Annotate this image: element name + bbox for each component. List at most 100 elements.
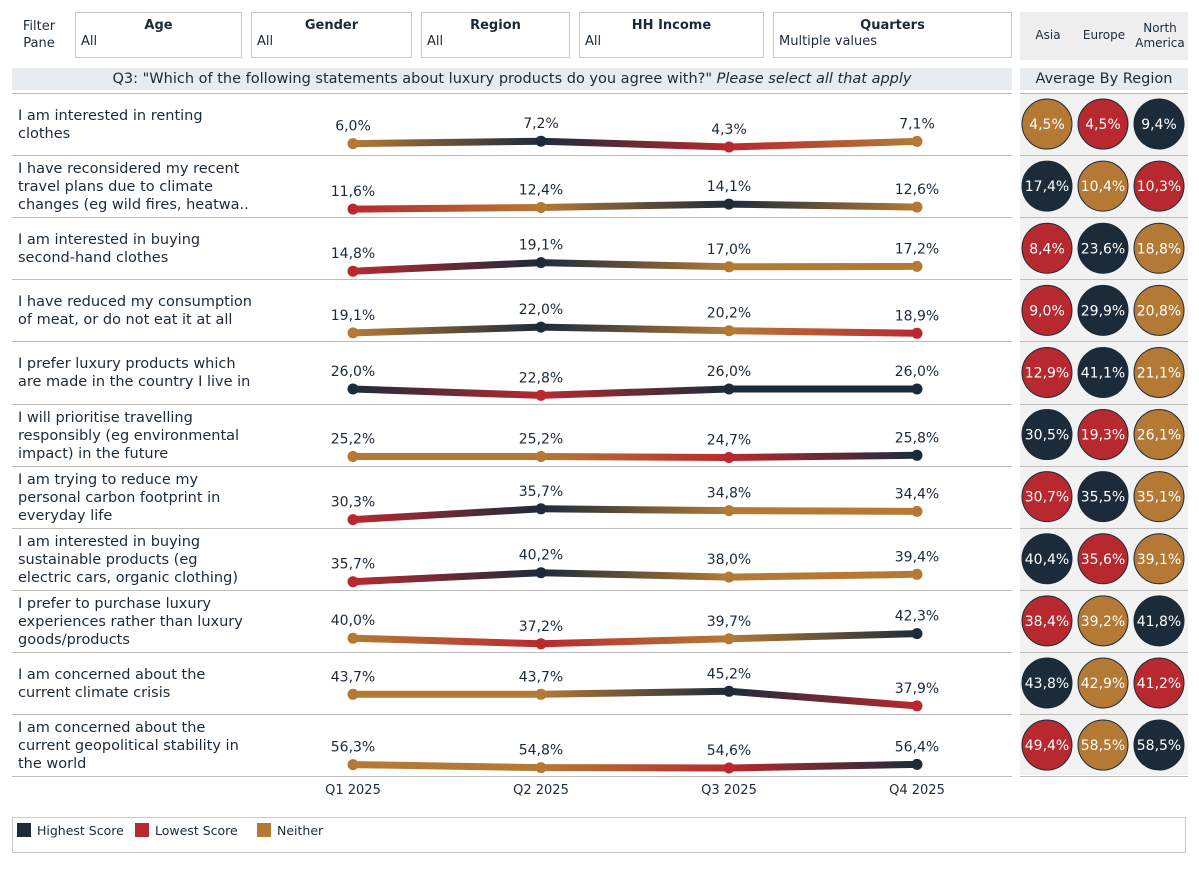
filter-region-value: All (427, 34, 444, 49)
region-average-label: 10,4% (1081, 179, 1125, 195)
region-average-bubble (1133, 471, 1185, 523)
series-line-segment (725, 327, 921, 337)
row-separator (1020, 404, 1188, 405)
data-point (347, 514, 359, 526)
row-separator (12, 217, 1012, 218)
series-group: 35,7% 40,2% 38,0% 39,4% (331, 548, 939, 588)
filter-age[interactable]: Age All (75, 12, 242, 58)
series-group: 19,1% 22,0% 20,2% 18,9% (331, 302, 939, 339)
region-average-label: 40,4% (1025, 552, 1069, 568)
region-average-label: 35,6% (1081, 552, 1125, 568)
series-line-segment (537, 635, 733, 648)
data-label: 6,0% (335, 119, 371, 135)
data-label: 37,9% (895, 681, 939, 697)
data-label: 56,3% (331, 740, 375, 756)
row-label-line: impact) in the future (18, 445, 169, 462)
region-average-label: 9,4% (1141, 117, 1177, 133)
region-average-label: 19,3% (1081, 428, 1125, 444)
region-average-label: 18,8% (1137, 241, 1181, 257)
row-separator (12, 466, 1012, 467)
row-label-line: goods/products (18, 631, 130, 648)
series-line-segment (537, 687, 733, 698)
row-separator (1020, 714, 1188, 715)
data-point (347, 138, 359, 150)
x-tick-label: Q2 2025 (513, 783, 569, 798)
data-point (347, 383, 359, 395)
filter-hh-income[interactable]: HH Income All (579, 12, 764, 58)
filter-gender[interactable]: Gender All (251, 12, 412, 58)
data-point (723, 762, 735, 774)
filter-hh-income-title: HH Income (631, 18, 712, 33)
series-line-segment (537, 200, 733, 211)
series-line-segment (725, 200, 921, 211)
row-separator (1020, 652, 1188, 653)
row-label-line: I am interested in buying (18, 232, 201, 249)
data-label: 17,0% (707, 242, 751, 258)
region-average-bubble (1021, 222, 1073, 274)
region-average-label: 20,8% (1137, 303, 1181, 319)
row-separator (12, 155, 1012, 156)
region-header-north-america: North America (1135, 21, 1185, 50)
row-label-line: I have reconsidered my recent (18, 161, 240, 178)
row-separator (12, 279, 1012, 280)
filter-quarters-value: Multiple values (779, 34, 878, 49)
data-label: 22,8% (519, 370, 563, 386)
data-point (535, 688, 547, 700)
data-label: 11,6% (331, 184, 375, 200)
series-group: 30,3% 35,7% 34,8% 34,4% (331, 484, 939, 526)
series-group: 14,8% 19,1% 17,0% 17,2% (331, 238, 939, 277)
row-label-line: current climate crisis (18, 684, 171, 701)
region-average-bubble (1133, 284, 1185, 336)
question-instruction: Please select all that apply (716, 71, 912, 87)
data-point (911, 628, 923, 640)
region-average-bubble (1021, 409, 1073, 461)
data-label: 25,2% (519, 432, 563, 448)
region-average-label: 26,1% (1137, 428, 1181, 444)
series-line-segment (349, 323, 545, 337)
region-average-label: 35,5% (1081, 490, 1125, 506)
region-average-label: 8,4% (1029, 241, 1065, 257)
legend-neither-label: Neither (277, 823, 324, 838)
filter-region[interactable]: Region All (421, 12, 570, 58)
region-average-label: 30,5% (1025, 428, 1069, 444)
region-average-bubble (1021, 533, 1073, 585)
row-label: I prefer luxury products which are made i… (18, 355, 268, 391)
row-label-line: are made in the country I live in (18, 374, 251, 391)
data-label: 54,6% (707, 743, 751, 759)
legend-highest-swatch (17, 823, 31, 837)
region-average-label: 41,2% (1137, 676, 1181, 692)
series-line-segment (725, 760, 921, 772)
region-header-asia: Asia (1035, 28, 1061, 42)
filter-quarters[interactable]: Quarters Multiple values (773, 12, 1012, 58)
data-label: 18,9% (895, 308, 939, 324)
row-label-line: I am interested in renting (18, 108, 203, 125)
region-average-bubble (1133, 160, 1185, 212)
series-group: 25,2% 25,2% 24,7% 25,8% (331, 430, 939, 463)
data-label: 14,8% (331, 246, 375, 262)
row-label: I am interested in renting clothes (18, 107, 268, 143)
region-average-label: 12,9% (1025, 365, 1069, 381)
data-point (911, 260, 923, 272)
region-average-label: 23,6% (1081, 241, 1125, 257)
row-label: I am interested in buying second-hand clo… (18, 231, 268, 267)
series-line-segment (725, 507, 921, 515)
region-average-bubble (1021, 284, 1073, 336)
average-by-region-title: Average By Region (1020, 68, 1188, 90)
region-average-bubble (1077, 533, 1129, 585)
row-label: I prefer to purchase luxury experiences r… (18, 595, 268, 649)
filter-gender-value: All (257, 34, 274, 49)
data-label: 12,6% (895, 182, 939, 198)
data-point (535, 257, 547, 269)
data-point (911, 568, 923, 580)
series-line-segment (537, 323, 733, 335)
data-point (535, 389, 547, 401)
region-average-bubble (1133, 533, 1185, 585)
data-label: 26,0% (707, 364, 751, 380)
data-label: 43,7% (331, 669, 375, 685)
series-line-segment (537, 453, 733, 461)
data-point (347, 265, 359, 277)
data-point (723, 141, 735, 153)
data-label: 26,0% (331, 364, 375, 380)
region-average-label: 39,2% (1081, 614, 1125, 630)
data-point (723, 571, 735, 583)
